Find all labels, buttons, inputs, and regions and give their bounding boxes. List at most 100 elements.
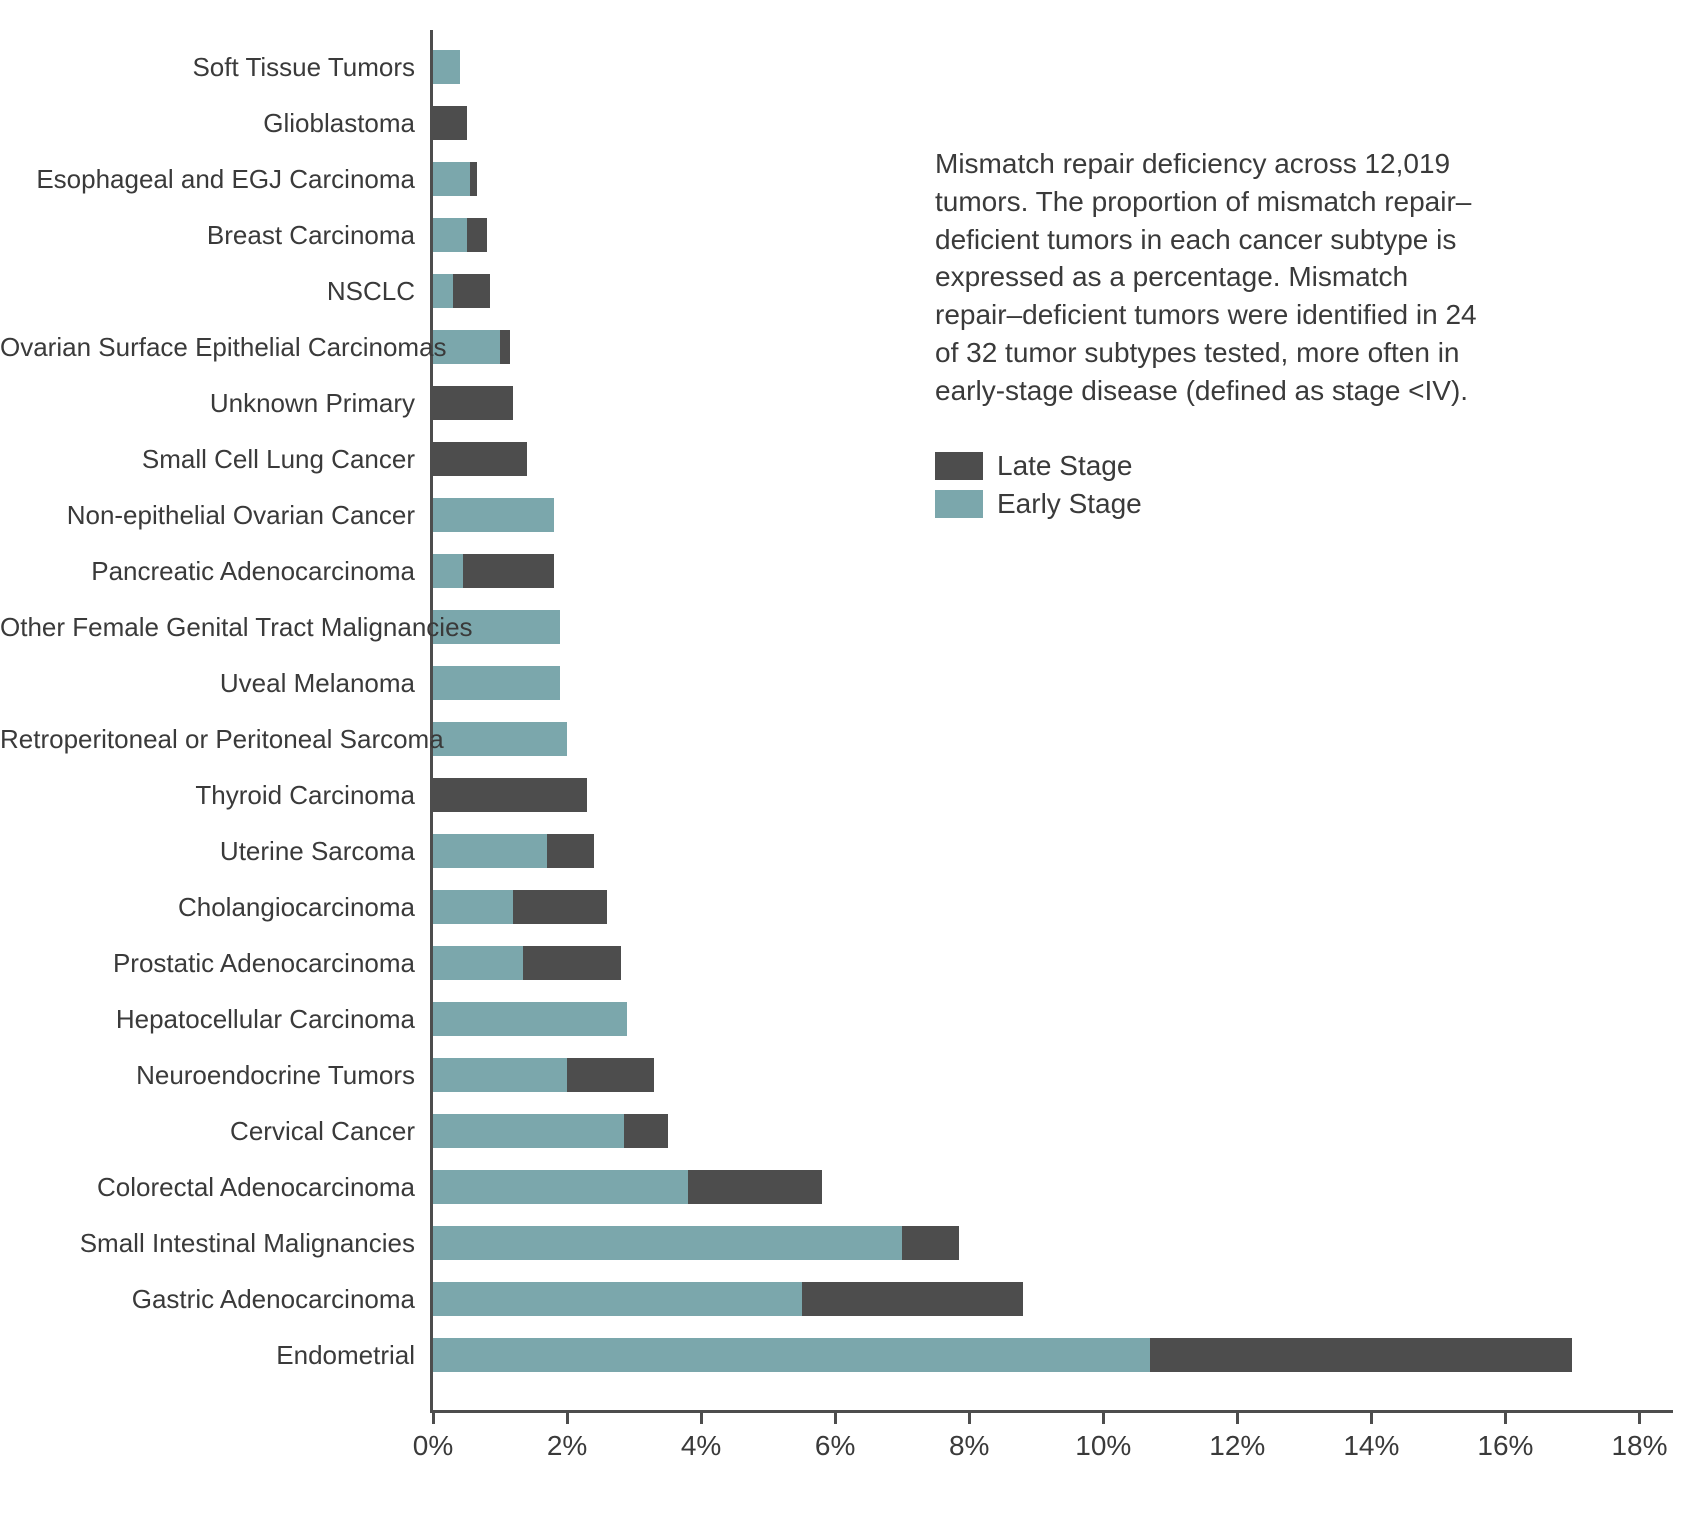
bar-row — [433, 106, 467, 140]
y-axis-label: Breast Carcinoma — [0, 222, 415, 248]
bar-row — [433, 162, 477, 196]
x-axis-label: 8% — [949, 1430, 989, 1462]
y-axis-label: Ovarian Surface Epithelial Carcinomas — [0, 334, 415, 360]
bar-row — [433, 778, 587, 812]
y-axis-label: Neuroendocrine Tumors — [0, 1062, 415, 1088]
bar-segment-early — [433, 890, 513, 924]
x-axis-label: 2% — [547, 1430, 587, 1462]
x-axis-label: 16% — [1477, 1430, 1533, 1462]
y-axis-label: Prostatic Adenocarcinoma — [0, 950, 415, 976]
bar-segment-late — [547, 834, 594, 868]
bar-row — [433, 666, 560, 700]
bar-segment-early — [433, 218, 467, 252]
bar-segment-late — [902, 1226, 959, 1260]
x-axis-tick — [1102, 1410, 1105, 1424]
bar-segment-early — [433, 1282, 802, 1316]
bar-segment-early — [433, 1226, 902, 1260]
bar-segment-late — [513, 890, 607, 924]
x-axis-label: 14% — [1343, 1430, 1399, 1462]
x-axis-tick — [1236, 1410, 1239, 1424]
bar-row — [433, 1002, 627, 1036]
bar-segment-late — [433, 106, 467, 140]
y-axis-label: Colorectal Adenocarcinoma — [0, 1174, 415, 1200]
bar-row — [433, 1282, 1023, 1316]
y-axis-label: Other Female Genital Tract Malignancies — [0, 614, 415, 640]
bar-row — [433, 890, 607, 924]
bar-segment-early — [433, 834, 547, 868]
y-axis-label: Hepatocellular Carcinoma — [0, 1006, 415, 1032]
bar-segment-late — [523, 946, 620, 980]
bar-segment-late — [463, 554, 553, 588]
bar-row — [433, 498, 554, 532]
bar-segment-early — [433, 1114, 624, 1148]
y-axis-label: Endometrial — [0, 1342, 415, 1368]
x-axis-label: 0% — [413, 1430, 453, 1462]
bar-row — [433, 946, 621, 980]
y-axis-label: Unknown Primary — [0, 390, 415, 416]
bar-row — [433, 1170, 822, 1204]
y-axis-label: Esophageal and EGJ Carcinoma — [0, 166, 415, 192]
bar-row — [433, 1226, 959, 1260]
x-axis-tick — [968, 1410, 971, 1424]
chart-description: Mismatch repair deficiency across 12,019… — [935, 145, 1500, 410]
chart-container: 0% 2% 4% 6% 8% 10% 12% 14% 16% 18% Soft Tissue Tu… — [0, 0, 1697, 1525]
bar-row — [433, 554, 554, 588]
y-axis-label: Small Intestinal Malignancies — [0, 1230, 415, 1256]
y-axis-label: Uveal Melanoma — [0, 670, 415, 696]
legend-swatch — [935, 452, 983, 480]
bar-row — [433, 722, 567, 756]
y-axis-label: Uterine Sarcoma — [0, 838, 415, 864]
bar-segment-late — [688, 1170, 822, 1204]
x-axis-tick — [700, 1410, 703, 1424]
bar-segment-early — [433, 274, 453, 308]
x-axis-label: 18% — [1611, 1430, 1667, 1462]
x-axis-tick — [834, 1410, 837, 1424]
y-axis-label: Gastric Adenocarcinoma — [0, 1286, 415, 1312]
y-axis-label: Small Cell Lung Cancer — [0, 446, 415, 472]
y-axis-label: NSCLC — [0, 278, 415, 304]
legend: Late Stage Early Stage — [935, 450, 1142, 526]
bar-row — [433, 1058, 654, 1092]
legend-label: Early Stage — [997, 488, 1142, 520]
bar-segment-early — [433, 50, 460, 84]
x-axis-tick — [432, 1410, 435, 1424]
bar-segment-late — [453, 274, 490, 308]
bar-segment-late — [1150, 1338, 1572, 1372]
bar-segment-early — [433, 1170, 688, 1204]
bar-segment-late — [624, 1114, 668, 1148]
bar-segment-late — [467, 218, 487, 252]
bar-row — [433, 1114, 668, 1148]
bar-segment-early — [433, 666, 560, 700]
bar-row — [433, 834, 594, 868]
legend-label: Late Stage — [997, 450, 1132, 482]
x-axis-tick — [1370, 1410, 1373, 1424]
bar-segment-late — [802, 1282, 1023, 1316]
x-axis-label: 6% — [815, 1430, 855, 1462]
bar-row — [433, 50, 460, 84]
legend-swatch — [935, 490, 983, 518]
bar-segment-early — [433, 1058, 567, 1092]
y-axis-label: Cholangiocarcinoma — [0, 894, 415, 920]
bar-segment-early — [433, 554, 463, 588]
x-axis-tick — [1638, 1410, 1641, 1424]
bar-segment-early — [433, 722, 567, 756]
x-axis-label: 4% — [681, 1430, 721, 1462]
x-axis-tick — [566, 1410, 569, 1424]
y-axis-label: Cervical Cancer — [0, 1118, 415, 1144]
bar-segment-late — [433, 386, 513, 420]
bar-row — [433, 218, 487, 252]
y-axis-label: Retroperitoneal or Peritoneal Sarcoma — [0, 726, 415, 752]
bar-segment-early — [433, 1002, 627, 1036]
bar-segment-late — [500, 330, 510, 364]
legend-item: Early Stage — [935, 488, 1142, 520]
bar-segment-early — [433, 1338, 1150, 1372]
y-axis-label: Pancreatic Adenocarcinoma — [0, 558, 415, 584]
x-axis-tick — [1504, 1410, 1507, 1424]
bar-segment-late — [433, 778, 587, 812]
bar-segment-early — [433, 946, 523, 980]
bar-segment-late — [470, 162, 477, 196]
x-axis-label: 10% — [1075, 1430, 1131, 1462]
x-axis-label: 12% — [1209, 1430, 1265, 1462]
y-axis-label: Soft Tissue Tumors — [0, 54, 415, 80]
y-axis-label: Glioblastoma — [0, 110, 415, 136]
